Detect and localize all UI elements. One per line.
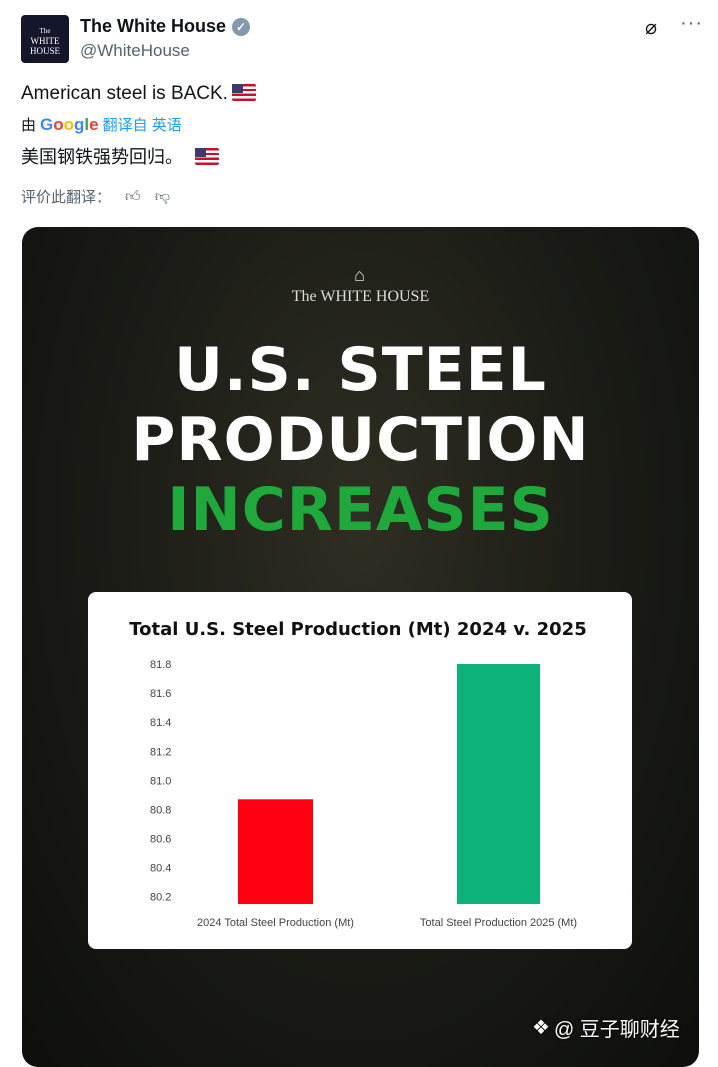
us-flag-icon (195, 148, 219, 165)
y-tick-label: 81.0 (150, 775, 171, 787)
x-category-label: 2024 Total Steel Production (Mt) (197, 917, 354, 929)
chart-card: Total U.S. Steel Production (Mt) 2024 v.… (88, 592, 632, 949)
headline-line-1: U.S. STEEL (174, 335, 547, 405)
y-tick-label: 81.2 (150, 746, 171, 758)
chart-title: Total U.S. Steel Production (Mt) 2024 v.… (129, 619, 586, 640)
verified-badge-icon: ✓ (232, 17, 251, 36)
rate-translation: 评价此翻译： 👍︎ 👎︎ (21, 187, 170, 207)
y-tick-label: 81.4 (150, 717, 171, 729)
translated-from-link[interactable]: 翻译自 英语 (102, 117, 182, 134)
author-name[interactable]: The White House ✓ (80, 16, 251, 37)
bar-chart: Total U.S. Steel Production (Mt) 2024 v.… (129, 619, 586, 929)
thumbs-down-icon[interactable]: 👎︎ (154, 187, 170, 205)
thumbs-up-icon[interactable]: 👍︎ (125, 187, 141, 205)
y-tick-label: 81.6 (150, 688, 171, 700)
google-logo: Google (40, 114, 99, 134)
bar-2 (457, 664, 540, 904)
translation-source: 由 Google 翻译自 英语 (21, 114, 182, 135)
white-house-logo: ⌂ The WHITE HOUSE (22, 265, 699, 306)
bar-1 (238, 799, 313, 904)
grok-icon[interactable]: ⌀ (645, 17, 658, 39)
diamond-logo-icon: ❖ (532, 1017, 550, 1039)
x-category-label: Total Steel Production 2025 (Mt) (420, 917, 577, 929)
y-tick-label: 81.8 (150, 659, 171, 671)
us-flag-icon (231, 84, 256, 101)
headline-line-3: INCREASES (167, 475, 554, 545)
post-image[interactable]: ⌂ The WHITE HOUSE U.S. STEEL PRODUCTION I… (22, 227, 699, 1067)
post-text: American steel is BACK. (21, 83, 256, 105)
building-icon: ⌂ (354, 265, 367, 285)
watermark: ❖ @ 豆子聊财经 (532, 1017, 680, 1041)
y-tick-label: 80.4 (150, 863, 171, 875)
y-tick-label: 80.6 (150, 834, 171, 846)
author-handle[interactable]: @WhiteHouse (80, 41, 190, 60)
headline-line-2: PRODUCTION (131, 405, 590, 475)
translated-text: 美国钢铁强势回归。 (21, 143, 219, 169)
y-tick-label: 80.2 (150, 892, 171, 904)
y-tick-label: 80.8 (150, 804, 171, 816)
avatar[interactable]: The WHITE HOUSE (21, 15, 69, 63)
more-options-icon[interactable]: ··· (680, 12, 703, 34)
